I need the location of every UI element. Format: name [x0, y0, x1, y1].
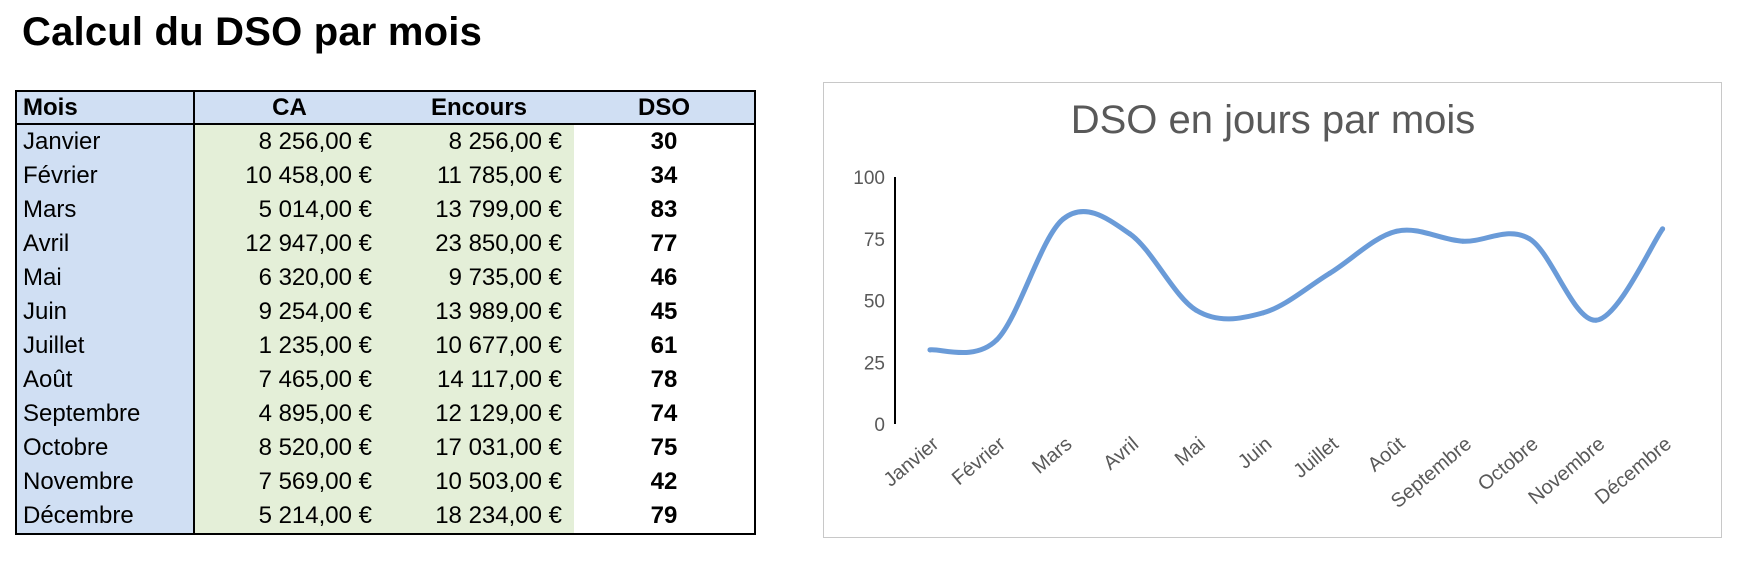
- cell-dso: 83: [574, 193, 755, 227]
- dso-point-mars: [1060, 216, 1066, 222]
- cell-ca: 9 254,00 €: [194, 295, 384, 329]
- cell-dso: 45: [574, 295, 755, 329]
- cell-encours: 23 850,00 €: [384, 227, 574, 261]
- cell-ca: 12 947,00 €: [194, 227, 384, 261]
- dso-chart: DSO en jours par mois 0 25 50 75 100 Janvier Fé…: [823, 82, 1722, 538]
- table-row: Décembre 5 214,00 €18 234,00 €79: [16, 499, 755, 534]
- table-row: Janvier 8 256,00 €8 256,00 €30: [16, 124, 755, 159]
- cell-ca: 8 256,00 €: [194, 124, 384, 159]
- cell-ca: 7 465,00 €: [194, 363, 384, 397]
- dso-point-janvier: [927, 347, 933, 353]
- y-tick-label: 0: [874, 415, 885, 436]
- cell-dso: 42: [574, 465, 755, 499]
- x-category-label: Janvier: [880, 433, 944, 492]
- dso-point-octobre: [1526, 236, 1532, 242]
- cell-dso: 74: [574, 397, 755, 431]
- cell-mois: Juin: [16, 295, 195, 329]
- cell-dso: 75: [574, 431, 755, 465]
- cell-ca: 5 214,00 €: [194, 499, 384, 534]
- cell-encours: 10 677,00 €: [384, 329, 574, 363]
- cell-mois: Octobre: [16, 431, 195, 465]
- y-tick-label: 75: [864, 230, 885, 251]
- cell-encours: 9 735,00 €: [384, 261, 574, 295]
- chart-title: DSO en jours par mois: [1071, 98, 1476, 142]
- table-header-row: Mois CA Encours DSO: [16, 91, 755, 125]
- cell-encours: 11 785,00 €: [384, 159, 574, 193]
- header-mois: Mois: [16, 91, 195, 125]
- cell-mois: Septembre: [16, 397, 195, 431]
- dso-point-avril: [1127, 231, 1133, 237]
- cell-ca: 4 895,00 €: [194, 397, 384, 431]
- cell-dso: 77: [574, 227, 755, 261]
- table-row: Avril 12 947,00 €23 850,00 €77: [16, 227, 755, 261]
- cell-dso: 79: [574, 499, 755, 534]
- dso-point-septembre: [1460, 238, 1466, 244]
- table-row: Août 7 465,00 €14 117,00 €78: [16, 363, 755, 397]
- cell-encours: 13 799,00 €: [384, 193, 574, 227]
- cell-ca: 8 520,00 €: [194, 431, 384, 465]
- cell-encours: 13 989,00 €: [384, 295, 574, 329]
- x-category-label: Juillet: [1289, 433, 1343, 483]
- dso-point-août: [1393, 228, 1399, 234]
- cell-dso: 61: [574, 329, 755, 363]
- cell-mois: Avril: [16, 227, 195, 261]
- cell-mois: Février: [16, 159, 195, 193]
- header-ca: CA: [194, 91, 384, 125]
- y-tick-label: 50: [864, 292, 885, 313]
- table-row: Juillet 1 235,00 €10 677,00 €61: [16, 329, 755, 363]
- x-category-label: Juin: [1234, 433, 1276, 473]
- cell-encours: 10 503,00 €: [384, 465, 574, 499]
- y-tick-label: 25: [864, 353, 885, 374]
- cell-encours: 18 234,00 €: [384, 499, 574, 534]
- cell-mois: Janvier: [16, 124, 195, 159]
- cell-ca: 10 458,00 €: [194, 159, 384, 193]
- cell-mois: Mars: [16, 193, 195, 227]
- dso-point-février: [994, 337, 1000, 343]
- cell-ca: 6 320,00 €: [194, 261, 384, 295]
- table-row: Juin 9 254,00 €13 989,00 €45: [16, 295, 755, 329]
- cell-ca: 5 014,00 €: [194, 193, 384, 227]
- cell-encours: 8 256,00 €: [384, 124, 574, 159]
- x-category-label: Mai: [1171, 433, 1210, 471]
- cell-mois: Mai: [16, 261, 195, 295]
- x-category-label: Mars: [1028, 433, 1076, 478]
- cell-mois: Août: [16, 363, 195, 397]
- x-category-label: Avril: [1099, 433, 1143, 475]
- dso-series-line: [927, 209, 1666, 356]
- header-encours: Encours: [384, 91, 574, 125]
- table-row: Février 10 458,00 €11 785,00 €34: [16, 159, 755, 193]
- table-row: Novembre 7 569,00 €10 503,00 €42: [16, 465, 755, 499]
- cell-ca: 1 235,00 €: [194, 329, 384, 363]
- dso-point-juin: [1260, 310, 1266, 316]
- cell-encours: 14 117,00 €: [384, 363, 574, 397]
- x-category-label: Février: [948, 433, 1010, 490]
- page-title: Calcul du DSO par mois: [22, 10, 483, 54]
- dso-table: Mois CA Encours DSO Janvier 8 256,00 €8 2…: [15, 90, 756, 535]
- cell-mois: Juillet: [16, 329, 195, 363]
- cell-encours: 12 129,00 €: [384, 397, 574, 431]
- table-row: Octobre 8 520,00 €17 031,00 €75: [16, 431, 755, 465]
- cell-dso: 30: [574, 124, 755, 159]
- header-dso: DSO: [574, 91, 755, 125]
- cell-dso: 34: [574, 159, 755, 193]
- dso-point-juillet: [1327, 270, 1333, 276]
- y-tick-label: 100: [853, 168, 885, 189]
- table-row: Mai 6 320,00 €9 735,00 €46: [16, 261, 755, 295]
- table-row: Mars 5 014,00 €13 799,00 €83: [16, 193, 755, 227]
- cell-ca: 7 569,00 €: [194, 465, 384, 499]
- cell-mois: Novembre: [16, 465, 195, 499]
- dso-chart-svg: DSO en jours par mois 0 25 50 75 100 Janvier Fé…: [853, 98, 1676, 513]
- dso-point-novembre: [1593, 317, 1599, 323]
- cell-mois: Décembre: [16, 499, 195, 534]
- cell-dso: 78: [574, 363, 755, 397]
- dso-point-mai: [1193, 307, 1199, 313]
- dso-point-décembre: [1660, 226, 1666, 232]
- table-row: Septembre 4 895,00 €12 129,00 €74: [16, 397, 755, 431]
- cell-dso: 46: [574, 261, 755, 295]
- cell-encours: 17 031,00 €: [384, 431, 574, 465]
- x-category-label: Août: [1364, 433, 1410, 477]
